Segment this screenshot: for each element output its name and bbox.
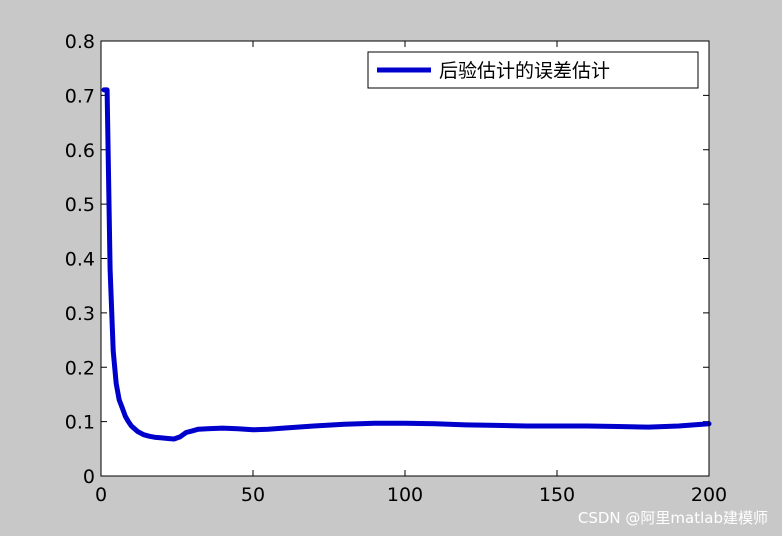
x-tick-label: 0 [95, 484, 107, 506]
y-tick-label: 0.5 [65, 194, 95, 216]
y-tick-label: 0.3 [65, 303, 95, 325]
x-tick-label: 150 [539, 484, 575, 506]
x-tick-label: 50 [241, 484, 265, 506]
y-tick-label: 0.7 [65, 85, 95, 107]
y-tick-label: 0.6 [65, 140, 95, 162]
y-tick-label: 0 [83, 466, 95, 488]
legend-label: 后验估计的误差估计 [439, 60, 610, 82]
x-tick-label: 100 [387, 484, 423, 506]
y-tick-label: 0.2 [65, 357, 95, 379]
series-line [101, 87, 712, 442]
legend: 后验估计的误差估计 [367, 51, 699, 89]
watermark: CSDN @阿里matlab建模师 [577, 509, 768, 527]
axis-tick-labels: 0 50 100 150 200 0 0.1 0.2 0.3 0.4 0.5 0.6 0.7 0.8 [65, 31, 727, 506]
plot-frame [100, 40, 710, 477]
y-tick-label: 0.8 [65, 31, 95, 53]
plot-area [101, 41, 709, 476]
y-tick-label: 0.1 [65, 412, 95, 434]
x-tick-label: 200 [691, 484, 727, 506]
y-tick-label: 0.4 [65, 249, 95, 271]
